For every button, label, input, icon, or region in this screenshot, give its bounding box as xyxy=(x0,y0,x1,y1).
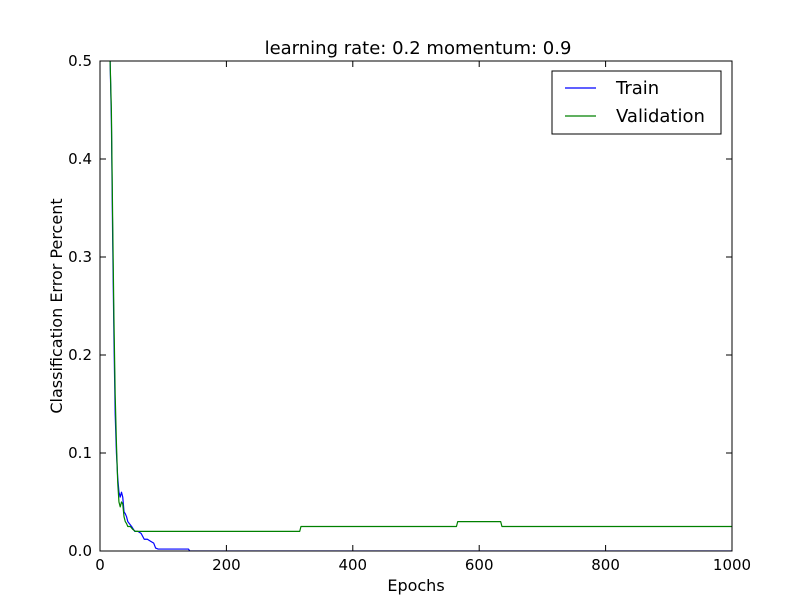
x-tick-label-5: 1000 xyxy=(713,556,751,574)
series-line-validation xyxy=(109,61,732,532)
legend-box xyxy=(551,70,722,135)
x-tick-label-3: 600 xyxy=(465,556,494,574)
x-tick-label-4: 800 xyxy=(591,556,620,574)
x-tick-label-0: 0 xyxy=(95,556,105,574)
x-tick-label-1: 200 xyxy=(212,556,241,574)
axes-group: 0 200 400 600 800 1000 0.0 0.1 0.2 0.3 0.4 0.5 xyxy=(68,52,751,574)
y-tick-label-0: 0.0 xyxy=(68,542,92,560)
y-axis-label: Classification Error Percent xyxy=(47,198,66,413)
y-tick-label-3: 0.3 xyxy=(68,248,92,266)
chart-title: learning rate: 0.2 momentum: 0.9 xyxy=(265,38,572,59)
plot-frame xyxy=(99,60,733,552)
x-tick-label-2: 400 xyxy=(338,556,367,574)
legend-label-train: Train xyxy=(615,78,659,99)
y-tick-label-5: 0.5 xyxy=(68,52,92,70)
legend: Train Validation xyxy=(551,70,722,135)
y-tick-label-1: 0.1 xyxy=(68,444,92,462)
x-axis-label: Epochs xyxy=(387,576,444,595)
y-tick-label-4: 0.4 xyxy=(68,150,92,168)
plot-lines xyxy=(109,61,732,551)
legend-label-validation: Validation xyxy=(616,106,705,127)
y-tick-label-2: 0.2 xyxy=(68,346,92,364)
